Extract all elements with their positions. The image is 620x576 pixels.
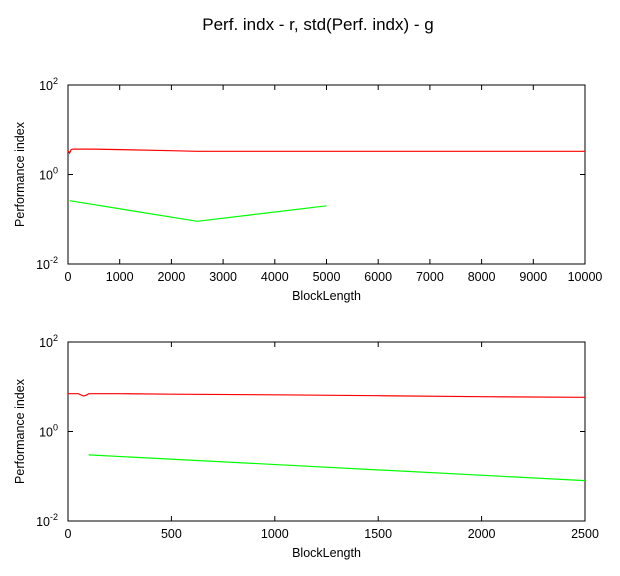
x-tick-label: 500: [161, 527, 182, 541]
y-tick-base: 10: [36, 258, 50, 272]
x-tick-label: 7000: [416, 270, 444, 284]
y-tick-exponent: 2: [53, 76, 58, 86]
y-tick-base: 10: [36, 515, 50, 529]
x-tick-label: 2000: [157, 270, 185, 284]
x-tick-label: 1000: [106, 270, 134, 284]
y-tick-base: 10: [39, 426, 53, 440]
x-tick-label: 5000: [313, 270, 341, 284]
y-tick-label: 102: [39, 76, 58, 93]
x-tick-label: 0: [65, 527, 72, 541]
y-tick-exponent: 2: [53, 333, 58, 343]
x-tick-label: 2500: [571, 527, 599, 541]
y-tick-label: 100: [39, 166, 58, 183]
y-tick-label: 10-2: [36, 512, 58, 529]
plot-frame: [67, 341, 586, 522]
x-tick-label: 0: [65, 270, 72, 284]
series-line-0: [68, 393, 586, 398]
plot-frame: [67, 84, 586, 265]
x-tick-label: 1500: [364, 527, 392, 541]
x-tick-label: 4000: [261, 270, 289, 284]
series-line-0: [67, 148, 585, 155]
y-tick-exponent: 0: [53, 423, 58, 433]
y-tick-base: 10: [39, 336, 53, 350]
y-tick-label: 102: [39, 333, 58, 350]
y-tick-base: 10: [39, 169, 53, 183]
series-line-1: [88, 454, 586, 482]
y-tick-exponent: 0: [53, 166, 58, 176]
x-axis-label: BlockLength: [292, 546, 361, 560]
x-tick-label: 8000: [468, 270, 496, 284]
chart-panel-bottom: 0 500 1000 1500 2000 250010-2100102BlockLengt…: [13, 333, 599, 560]
figure-title: Perf. indx - r, std(Perf. indx) - g: [202, 15, 433, 34]
y-axis-label: Performance index: [13, 378, 27, 484]
y-tick-exponent: -2: [50, 255, 58, 265]
x-tick-label: 2000: [468, 527, 496, 541]
y-tick-label: 10-2: [36, 255, 58, 272]
x-tick-label: 3000: [209, 270, 237, 284]
y-tick-label: 100: [39, 423, 58, 440]
x-tick-label: 1000: [261, 527, 289, 541]
x-tick-label: 6000: [364, 270, 392, 284]
x-tick-label: 10000: [568, 270, 603, 284]
x-tick-label: 9000: [519, 270, 547, 284]
y-axis-label: Performance index: [13, 121, 27, 227]
y-tick-base: 10: [39, 79, 53, 93]
y-tick-exponent: -2: [50, 512, 58, 522]
chart-panel-top: 0 1000 2000 3000 4000 5000 6000 7000 8000 9000 100…: [13, 76, 602, 303]
x-axis-label: BlockLength: [292, 289, 361, 303]
series-line-1: [69, 200, 327, 222]
